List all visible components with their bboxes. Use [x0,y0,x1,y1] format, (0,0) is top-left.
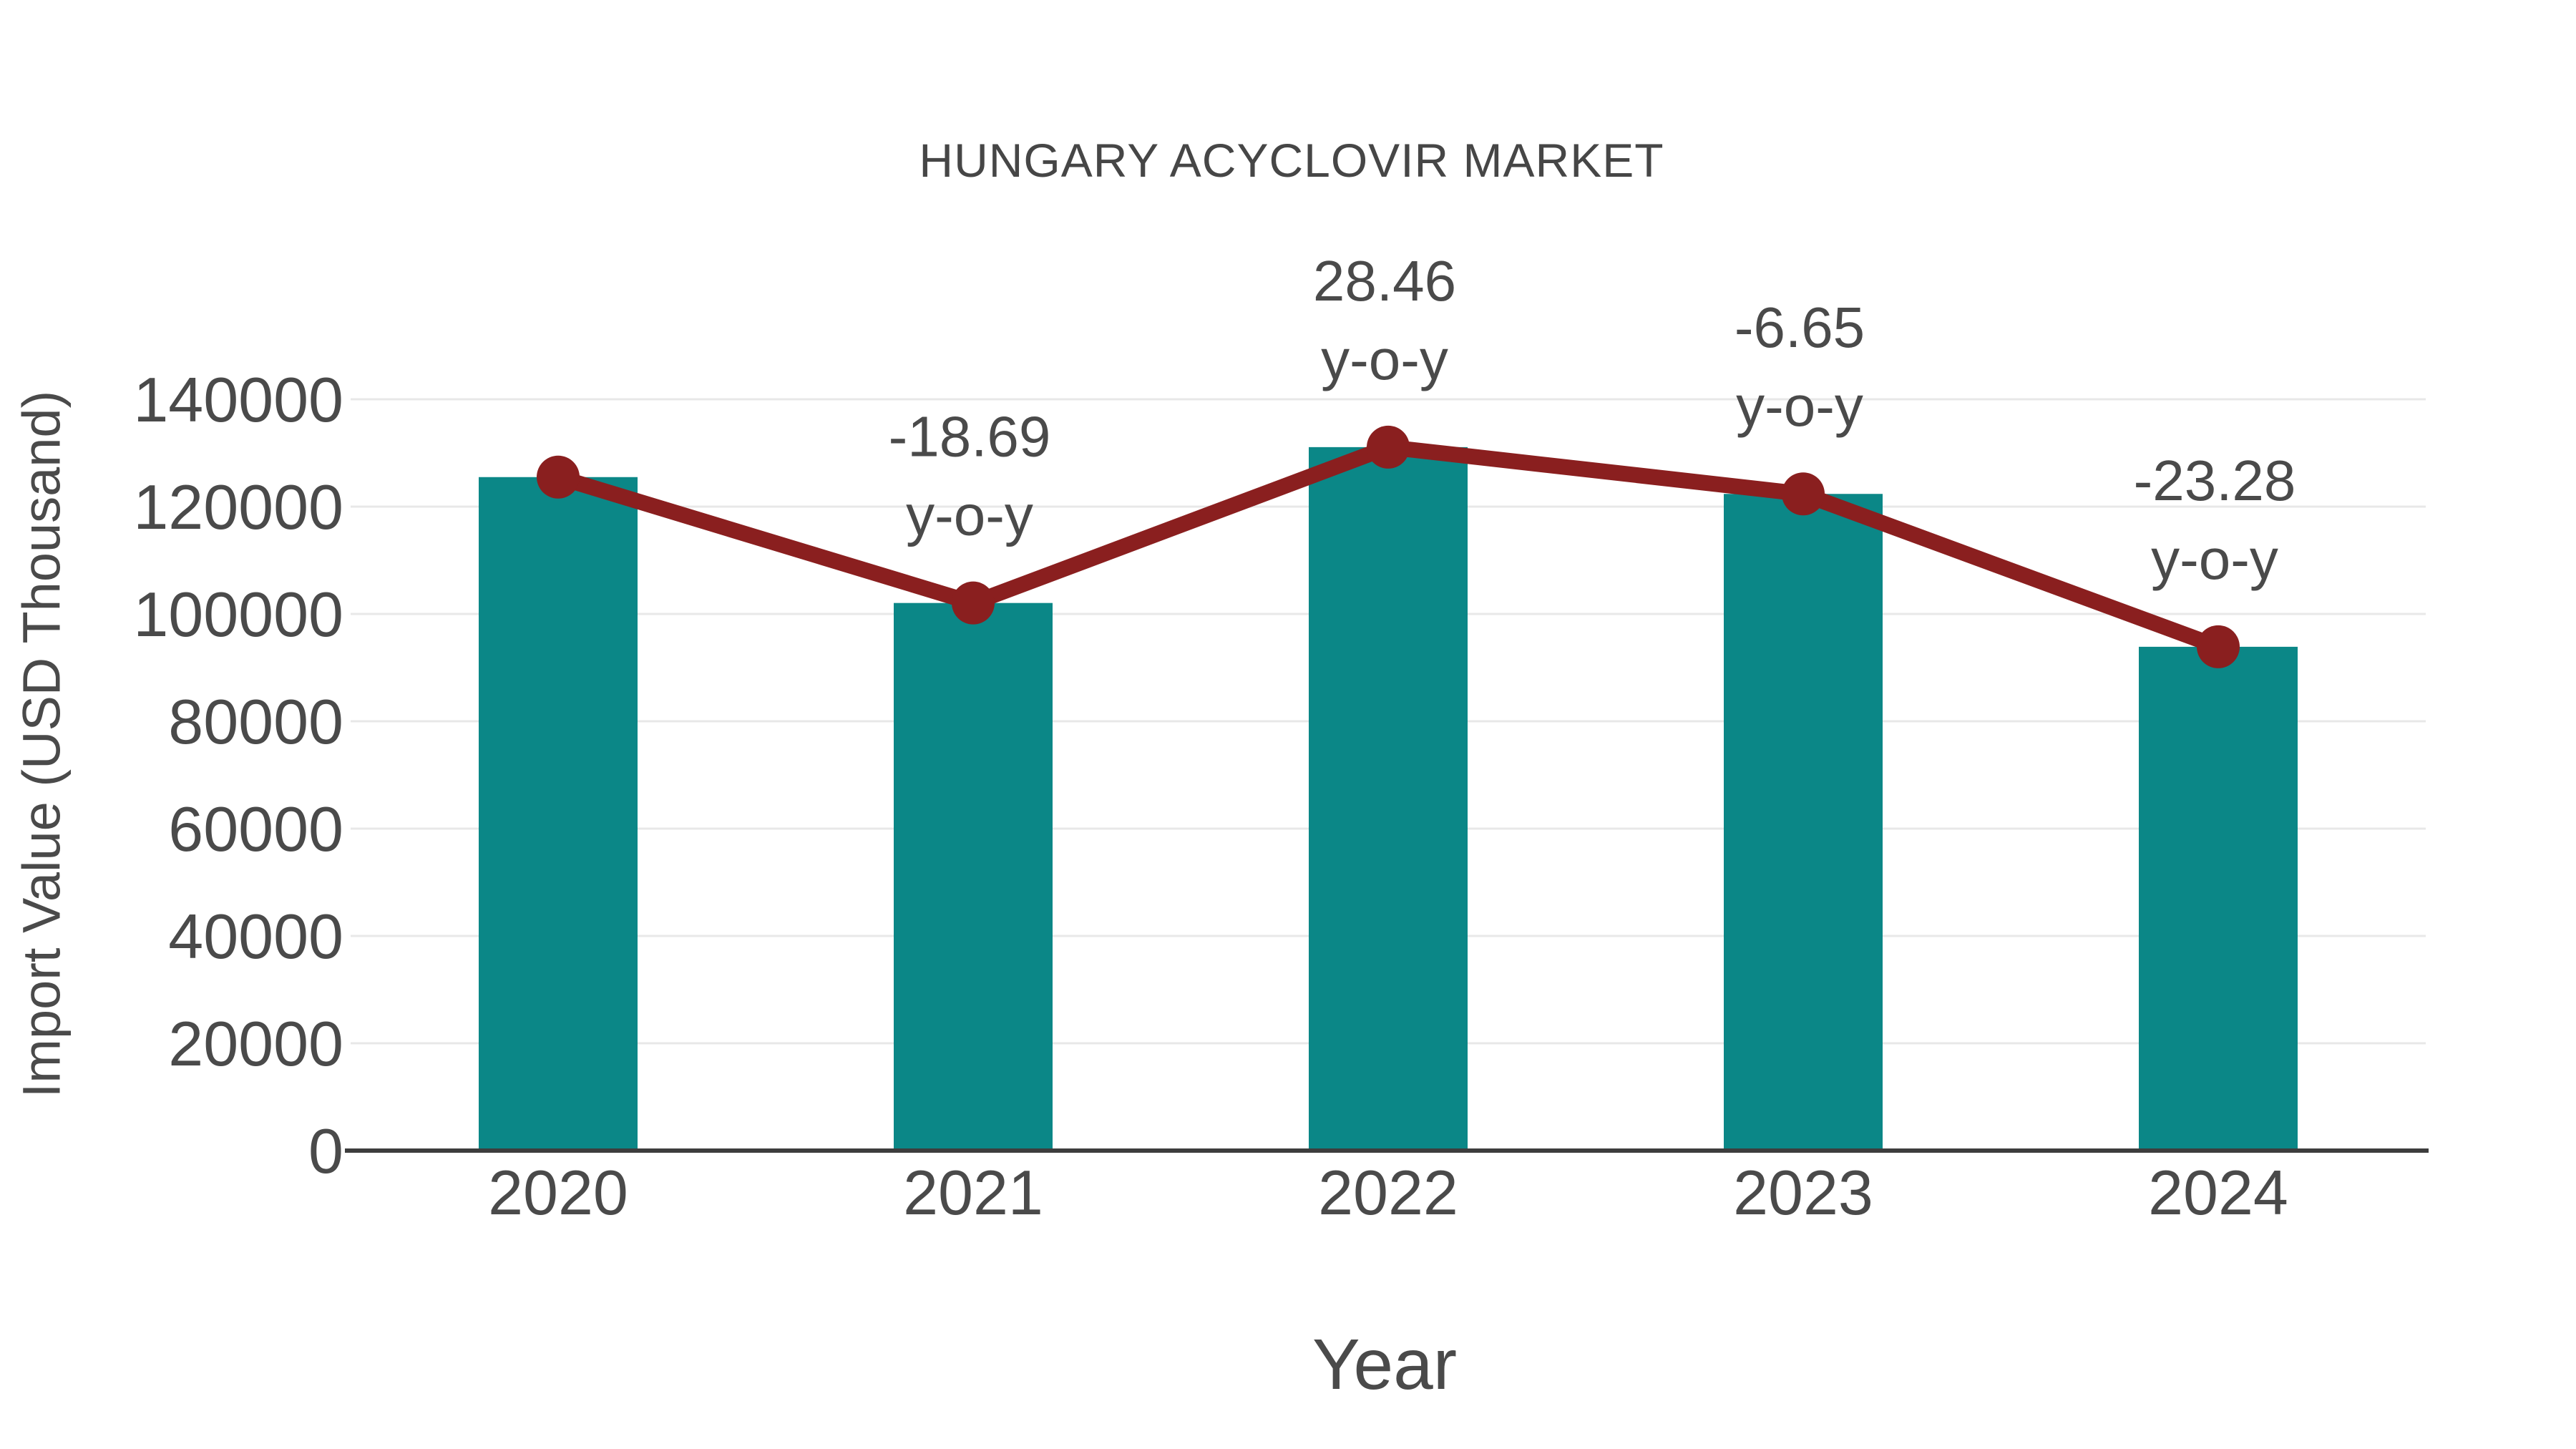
marker-2024 [2197,625,2240,668]
annotation-value-2024: -23.28 [2134,449,2296,512]
y-tick-label-100000: 100000 [133,579,343,650]
marker-2021 [952,581,995,625]
annotation-value-2021: -18.69 [889,405,1051,469]
bar-2023 [1724,494,1883,1151]
y-tick-label-0: 0 [308,1116,343,1186]
y-tick-label-40000: 40000 [168,901,343,972]
bar-2024 [2139,646,2298,1151]
marker-2020 [537,455,580,499]
x-tick-label-2020: 2020 [488,1157,628,1228]
marker-2022 [1367,425,1410,469]
y-tick-label-20000: 20000 [168,1008,343,1079]
annotation-suffix-2021: y-o-y [906,484,1033,547]
y-tick-label-120000: 120000 [133,472,343,542]
annotation-suffix-2023: y-o-y [1736,374,1863,438]
marker-2023 [1782,472,1825,516]
x-tick-label-2022: 2022 [1318,1157,1458,1228]
annotation-suffix-2024: y-o-y [2151,527,2278,591]
y-tick-label-60000: 60000 [168,794,343,864]
chart-title: HUNGARY ACYCLOVIR MARKET [919,134,1664,187]
bar-2021 [894,602,1053,1151]
annotation-value-2022: 28.46 [1313,249,1456,313]
y-tick-label-140000: 140000 [133,364,343,435]
bar-2020 [479,477,638,1151]
x-axis-title: Year [1312,1324,1458,1405]
annotation-value-2023: -6.65 [1735,296,1865,359]
x-tick-label-2024: 2024 [2148,1157,2288,1228]
annotation-suffix-2022: y-o-y [1321,328,1448,391]
bar-2022 [1309,447,1468,1151]
x-tick-label-2023: 2023 [1733,1157,1873,1228]
y-tick-label-80000: 80000 [168,686,343,757]
x-tick-label-2021: 2021 [903,1157,1043,1228]
